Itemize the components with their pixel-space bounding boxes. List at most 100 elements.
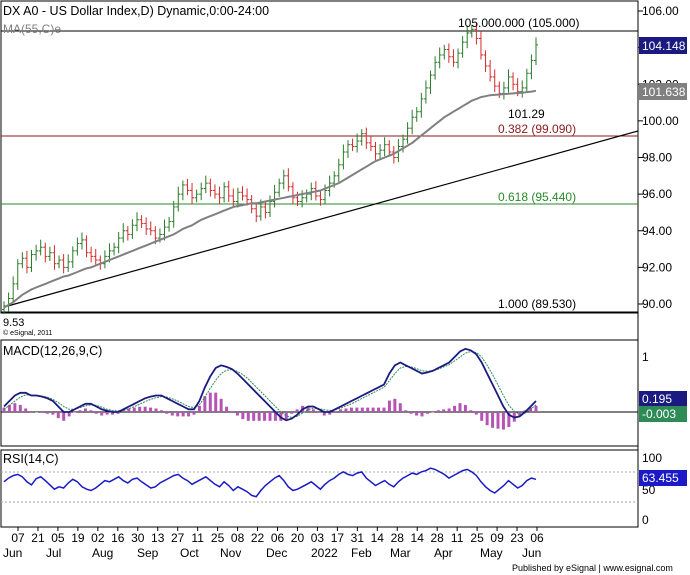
day-label: 19 — [71, 531, 85, 545]
price-bar — [245, 188, 250, 206]
macd-hist-bar — [18, 404, 22, 412]
month-label: Feb — [351, 546, 372, 560]
macd-hist-bar — [219, 398, 223, 412]
price-bar — [318, 191, 323, 206]
price-bar — [231, 188, 236, 207]
price-bar — [511, 72, 516, 91]
macd-hist-bar — [252, 412, 256, 421]
price-bar — [414, 107, 419, 122]
price-tick-label: 90.00 — [642, 297, 672, 311]
price-bar — [428, 70, 433, 94]
time-axis: 07 21 05 19 02 16 30 13 27 11 25 08 22 06 20 03 17 31 14 28… — [3, 527, 544, 560]
day-label: 05 — [51, 531, 65, 545]
macd-hist-bar — [165, 412, 169, 414]
day-label: 23 — [510, 531, 524, 545]
macd-hist-bar — [393, 398, 397, 412]
price-bar — [529, 54, 534, 80]
macd-hist-bar — [40, 412, 44, 413]
macd-hist-bar — [170, 412, 174, 416]
price-bar — [281, 169, 286, 190]
price-bar — [442, 44, 447, 60]
macd-hist-bar — [447, 408, 451, 412]
macd-hist-bar — [203, 396, 207, 412]
macd-hist-bar — [306, 406, 310, 412]
day-label: 16 — [111, 531, 125, 545]
macd-hist-bar — [398, 403, 402, 412]
macd-tick-1: 1 — [642, 350, 649, 364]
macd-hist-bar — [328, 412, 332, 415]
macd-hist-bar — [485, 412, 489, 426]
price-bar — [139, 215, 144, 229]
macd-hist-bar — [507, 412, 511, 427]
macd-hist-bar — [463, 404, 467, 412]
price-bar — [235, 187, 240, 208]
macd-hist-bar — [263, 412, 267, 421]
price-bar — [24, 250, 29, 274]
price-bar — [382, 137, 387, 157]
price-bar — [460, 36, 465, 58]
ma-value: 101.638 — [642, 85, 686, 99]
macd-hist-bar — [469, 410, 473, 412]
macd-hist-bar — [355, 407, 359, 412]
price-tick-label: 100.00 — [642, 114, 679, 128]
price-bar — [277, 178, 282, 197]
day-label: 02 — [91, 531, 105, 545]
macd-hist-bar — [474, 412, 478, 415]
macd-hist-bar — [230, 411, 234, 412]
macd-hist-bar — [225, 406, 229, 412]
price-bar — [520, 80, 525, 98]
macd-hist-bar — [73, 412, 77, 413]
macd-line — [3, 347, 537, 422]
macd-hist-bar — [105, 412, 109, 415]
macd-hist-bar — [24, 408, 28, 412]
month-label: 2022 — [311, 546, 338, 560]
macd-hist-bar — [431, 412, 435, 413]
ma55-line — [3, 89, 537, 309]
macd-hist-bar — [176, 412, 180, 417]
month-label: Nov — [220, 546, 241, 560]
month-label: Dec — [266, 546, 287, 560]
rsi-tick-0: 0 — [642, 513, 649, 527]
price-bar — [29, 249, 34, 272]
price-bar — [208, 178, 213, 197]
price-bar — [304, 189, 309, 203]
day-label: 27 — [171, 531, 185, 545]
price-bar — [130, 219, 135, 239]
price-bar — [66, 254, 71, 272]
price-bar — [20, 252, 25, 269]
price-bar — [75, 237, 80, 256]
price-bar — [405, 122, 410, 144]
price-bar — [194, 189, 199, 203]
panel-frames — [0, 0, 639, 528]
price-bar — [341, 144, 346, 170]
day-label: 13 — [151, 531, 165, 545]
rsi-line — [3, 467, 537, 498]
day-label: 25 — [211, 531, 225, 545]
day-label: 20 — [291, 531, 305, 545]
macd-hist-bar — [534, 405, 538, 412]
macd-hist-bar — [154, 408, 158, 412]
price-bar — [433, 56, 438, 80]
day-label: 06 — [271, 531, 285, 545]
day-label: 25 — [470, 531, 484, 545]
macd-hist-bar — [2, 407, 6, 412]
day-label: 28 — [431, 531, 445, 545]
price-bar — [11, 276, 16, 304]
price-bar — [410, 109, 415, 135]
macd-hist-bar — [349, 407, 353, 412]
day-label: 14 — [371, 531, 385, 545]
macd-hist-bar — [127, 408, 131, 412]
macd-hist-bar — [491, 412, 495, 428]
rsi-value: 63.455 — [642, 471, 679, 485]
day-label: 03 — [311, 531, 325, 545]
price-bar — [34, 244, 39, 261]
price-bar — [199, 182, 204, 201]
fib-618-label: 0.618 (95.440) — [498, 190, 576, 204]
price-bar — [112, 242, 117, 256]
macd-hist-bar — [35, 412, 39, 413]
macd-hist-bar — [192, 412, 196, 415]
macd-hist-bar — [496, 412, 500, 429]
macd-value: 0.195 — [642, 392, 672, 406]
price-bar — [61, 254, 66, 274]
price-bar — [102, 250, 107, 269]
